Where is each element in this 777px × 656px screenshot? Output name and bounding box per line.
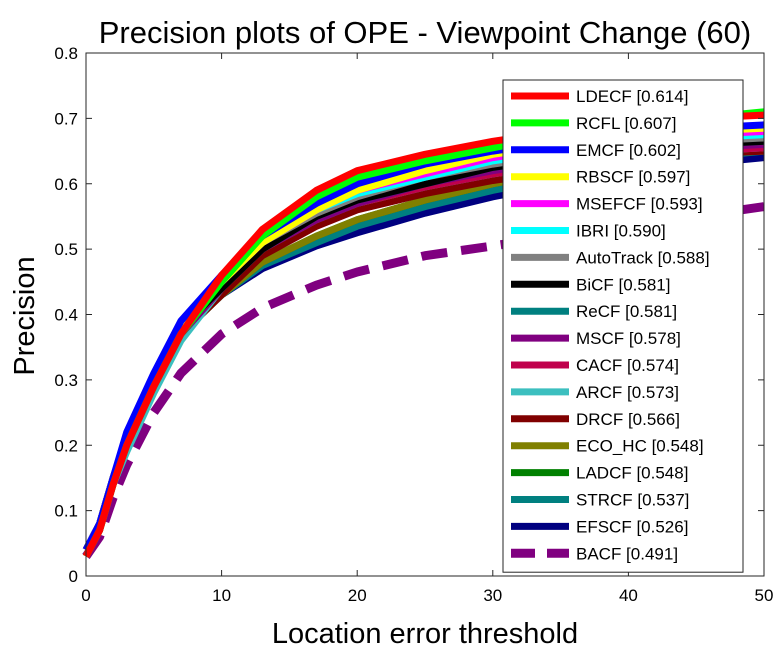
legend-entry: BACF [0.491]: [576, 544, 678, 563]
legend-entry: IBRI [0.590]: [576, 222, 666, 241]
legend-entry: EFSCF [0.526]: [576, 517, 688, 536]
legend: LDECF [0.614] RCFL [0.607] EMCF [0.602] RBS…: [502, 79, 744, 573]
y-tick-label: 0.3: [54, 371, 78, 390]
axes-layer: 0 10 20 30 40 50 0 0.1 0.2 0.3 0.4 0.5 0.6 0.7 0.8: [54, 44, 773, 605]
y-tick-label: 0.7: [54, 109, 78, 128]
legend-entry: MSCF [0.578]: [576, 329, 681, 348]
legend-entry: LADCF [0.548]: [576, 464, 688, 483]
legend-entry: STRCF [0.537]: [576, 491, 689, 510]
y-axis-label: Precision: [9, 256, 41, 375]
legend-entry: CACF [0.574]: [576, 356, 679, 375]
y-tick-label: 0.6: [54, 175, 78, 194]
legend-entry: RBSCF [0.597]: [576, 168, 690, 187]
x-tick-label: 30: [483, 586, 502, 605]
x-tick-label: 10: [212, 586, 231, 605]
legend-entry: EMCF [0.602]: [576, 141, 681, 160]
chart-title: Precision plots of OPE - Viewpoint Chang…: [99, 15, 751, 50]
y-tick-label: 0: [69, 567, 78, 586]
y-tick-label: 0.8: [54, 44, 78, 63]
y-tick-label: 0.2: [54, 436, 78, 455]
legend-entry: ReCF [0.581]: [576, 302, 677, 321]
y-tick-label: 0.4: [54, 306, 78, 325]
x-tick-label: 0: [81, 586, 90, 605]
y-tick-label: 0.1: [54, 502, 78, 521]
legend-entry: BiCF [0.581]: [576, 275, 671, 294]
y-tick-label: 0.5: [54, 240, 78, 259]
x-tick-label: 20: [348, 586, 367, 605]
legend-entry: DRCF [0.566]: [576, 410, 680, 429]
legend-entry: MSEFCF [0.593]: [576, 195, 703, 214]
x-axis-label: Location error threshold: [272, 618, 578, 650]
legend-entry: RCFL [0.607]: [576, 114, 676, 133]
legend-box: [502, 79, 744, 573]
x-tick-label: 40: [619, 586, 638, 605]
legend-entry: ARCF [0.573]: [576, 383, 679, 402]
legend-entry: AutoTrack [0.588]: [576, 248, 710, 267]
legend-entry: ECO_HC [0.548]: [576, 437, 704, 456]
x-tick-label: 50: [755, 586, 774, 605]
legend-entry: LDECF [0.614]: [576, 87, 688, 106]
